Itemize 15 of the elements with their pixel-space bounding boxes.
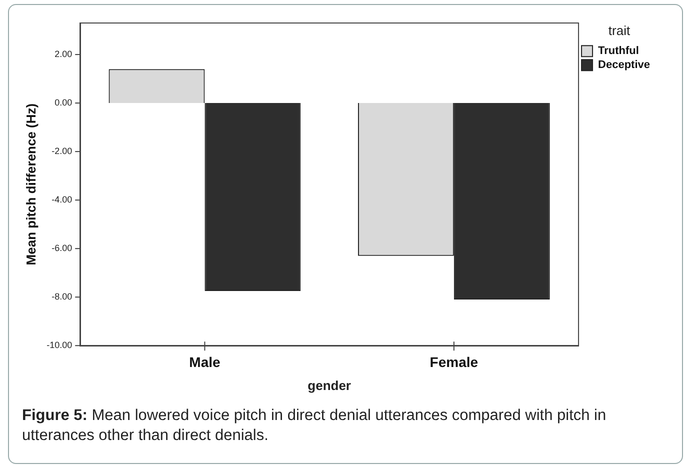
- legend-label: Deceptive: [598, 59, 650, 72]
- y-tick-label: -2.00: [52, 146, 72, 156]
- x-tick-label: Female: [430, 354, 478, 370]
- y-tick-label: 2.00: [54, 49, 72, 60]
- x-axis-title: gender: [308, 378, 351, 393]
- y-tick-label: 0.00: [54, 98, 72, 108]
- x-tick-label: Male: [189, 354, 220, 370]
- y-tick-label: -6.00: [52, 243, 72, 254]
- caption: Figure 5: Mean lowered voice pitch in direct denial utterances compared with pitch in utterances other than direct denials.: [22, 406, 608, 446]
- y-axis-title: Mean pitch difference (Hz): [23, 103, 38, 266]
- y-tick-label: -4.00: [52, 194, 72, 205]
- legend-title: trait: [608, 23, 630, 38]
- legend-label: Truthful: [598, 45, 639, 58]
- y-tick-label: -8.00: [52, 292, 72, 302]
- y-tick-label: -10.00: [46, 340, 72, 350]
